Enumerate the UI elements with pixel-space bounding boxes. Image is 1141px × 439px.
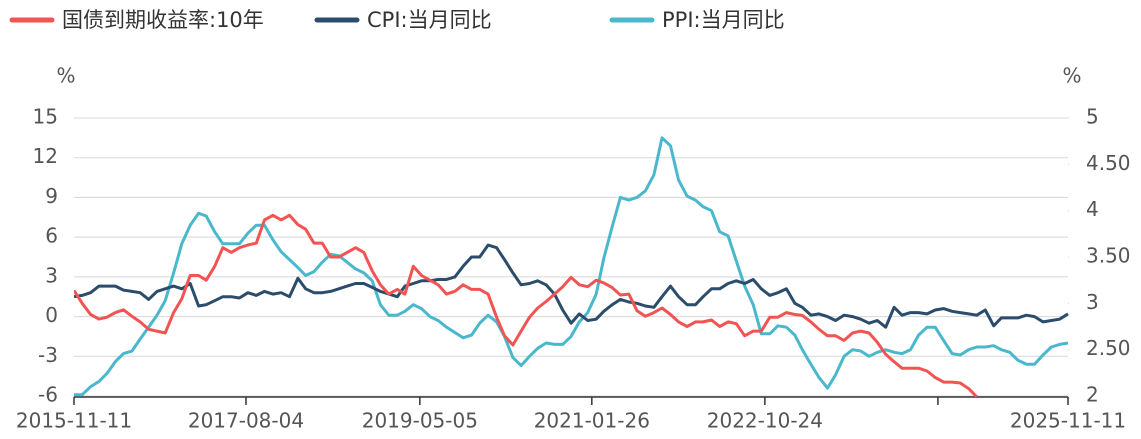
y2-tick-label: 4.50 bbox=[1086, 151, 1131, 175]
y-tick-label: 0 bbox=[45, 303, 58, 327]
legend-text: CPI:当月同比 bbox=[367, 8, 492, 32]
series-line bbox=[74, 243, 1069, 329]
plot-area bbox=[74, 136, 1069, 397]
y-tick-label: 6 bbox=[45, 224, 58, 248]
x-tick-label: 2025-11-11 bbox=[1010, 409, 1126, 433]
series-line bbox=[74, 213, 978, 397]
series-line bbox=[74, 136, 1069, 397]
y2-tick-label: 2.50 bbox=[1086, 336, 1131, 360]
y-tick-label: -3 bbox=[38, 343, 58, 367]
legend-text: PPI:当月同比 bbox=[662, 8, 785, 32]
legend-text: 国债到期收益率:10年 bbox=[62, 8, 264, 32]
y2-tick-label: 3 bbox=[1086, 290, 1099, 314]
y-tick-label: 9 bbox=[45, 184, 58, 208]
x-tick-label: 2019-05-05 bbox=[362, 409, 478, 433]
x-tick-label: 2022-10-24 bbox=[707, 409, 823, 433]
y-tick-label: 15 bbox=[33, 105, 58, 129]
y2-tick-label: 4 bbox=[1086, 197, 1099, 221]
y2-axis-label: % bbox=[1062, 64, 1081, 88]
x-tick-label: 2021-01-26 bbox=[534, 409, 650, 433]
y-axis-label: % bbox=[56, 64, 75, 88]
y-tick-label: -6 bbox=[38, 383, 58, 407]
y2-tick-label: 5 bbox=[1086, 105, 1099, 129]
x-tick-label: 2017-08-04 bbox=[188, 409, 304, 433]
x-tick-label: 2015-11-11 bbox=[16, 409, 132, 433]
y-tick-label: 3 bbox=[45, 263, 58, 287]
y2-tick-label: 2 bbox=[1086, 383, 1099, 407]
y-tick-label: 12 bbox=[33, 144, 58, 168]
y2-tick-label: 3.50 bbox=[1086, 244, 1131, 268]
